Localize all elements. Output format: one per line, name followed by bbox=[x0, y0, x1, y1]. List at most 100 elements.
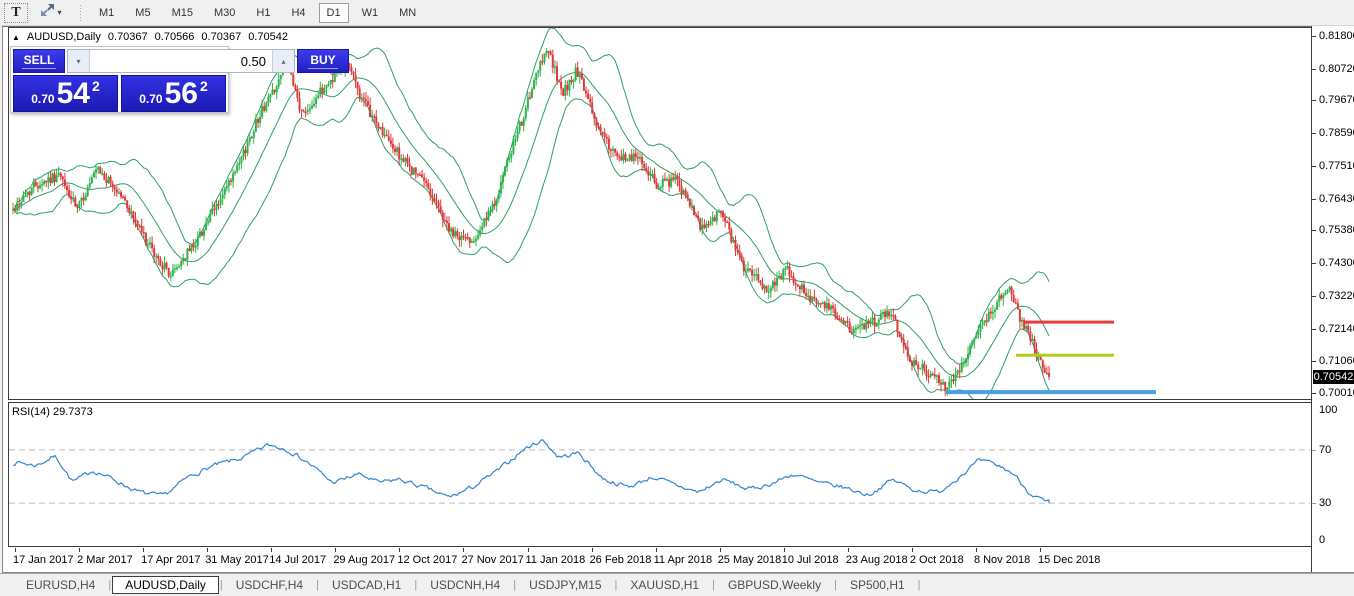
rsi-tick-mark bbox=[1312, 449, 1316, 451]
volume-input[interactable] bbox=[90, 50, 272, 72]
buy-button[interactable]: BUY bbox=[297, 49, 349, 73]
date-axis[interactable]: 17 Jan 2017 2 Mar 2017 17 Apr 2017 31 May 2… bbox=[8, 548, 1311, 572]
chart-tab-gbpusd-weekly[interactable]: GBPUSD,Weekly bbox=[727, 578, 822, 592]
ohlc-high: 0.70566 bbox=[154, 31, 195, 43]
volume-increase-button[interactable]: ▴ bbox=[272, 50, 294, 72]
buy-button-label: BUY bbox=[308, 53, 338, 69]
date-tick-mark bbox=[975, 548, 977, 552]
tab-separator: | bbox=[834, 579, 837, 591]
sell-price-sup: 2 bbox=[91, 78, 100, 94]
date-label: 12 Oct 2017 bbox=[397, 554, 458, 566]
rsi-canvas bbox=[9, 439, 1310, 504]
text-tool-button[interactable]: T bbox=[4, 2, 28, 23]
price-tick-mark bbox=[1312, 36, 1316, 37]
price-tick-mark bbox=[1312, 295, 1316, 297]
date-tick-mark bbox=[591, 548, 593, 552]
timeframe-button-m15[interactable]: M15 bbox=[171, 6, 193, 19]
price-tick-mark bbox=[1312, 133, 1316, 135]
chart-tab-eurusd-h4[interactable]: EURUSD,H4 bbox=[26, 578, 96, 592]
sell-price-display[interactable]: 0.70 54 2 bbox=[13, 75, 118, 112]
tab-separator: | bbox=[219, 579, 223, 591]
rsi-tick-label: 100 bbox=[1319, 404, 1338, 416]
timeframe-button-h4[interactable]: H4 bbox=[291, 6, 306, 19]
date-label: 10 Jul 2018 bbox=[781, 554, 839, 566]
date-label: 17 Apr 2017 bbox=[141, 554, 201, 566]
current-price-tag: 0.70542 bbox=[1313, 369, 1354, 384]
top-toolbar: T ▾ M1 M5 M15 M30 H1 H4 D1 W1 MN bbox=[0, 0, 1354, 26]
volume-stepper: ▾ ▴ bbox=[67, 49, 295, 73]
ohlc-close: 0.70542 bbox=[248, 31, 288, 43]
sell-button-label: SELL bbox=[21, 53, 57, 69]
toolbar-grip[interactable] bbox=[78, 4, 83, 21]
date-tick-mark bbox=[335, 548, 337, 552]
price-tick-mark bbox=[1312, 68, 1316, 70]
support-line[interactable] bbox=[946, 390, 1156, 395]
chart-tab-usdjpy-m15[interactable]: USDJPY,M15 bbox=[529, 578, 602, 592]
sell-button[interactable]: SELL bbox=[13, 49, 65, 73]
resistance-line[interactable] bbox=[1024, 320, 1114, 324]
date-label: 29 Aug 2017 bbox=[333, 554, 396, 566]
date-tick-mark bbox=[15, 548, 16, 552]
buy-price-big: 56 bbox=[164, 76, 198, 110]
tab-separator: | bbox=[316, 579, 319, 591]
date-label: 15 Dec 2018 bbox=[1038, 554, 1101, 566]
mid-level-line[interactable] bbox=[1016, 353, 1114, 357]
tab-separator: | bbox=[513, 579, 517, 591]
tab-separator: | bbox=[614, 579, 618, 591]
dropdown-caret-icon[interactable]: ▾ bbox=[57, 8, 62, 17]
timeframe-button-w1[interactable]: W1 bbox=[361, 6, 379, 19]
timeframe-button-m5[interactable]: M5 bbox=[135, 6, 151, 19]
rsi-tick-label: 70 bbox=[1319, 443, 1332, 456]
rsi-tick-mark bbox=[1312, 503, 1316, 505]
date-label: 8 Nov 2018 bbox=[973, 554, 1031, 566]
buy-price-display[interactable]: 0.70 56 2 bbox=[121, 75, 226, 112]
date-tick-mark bbox=[847, 548, 849, 552]
price-tick-mark bbox=[1312, 100, 1316, 102]
date-tick-mark bbox=[783, 548, 785, 552]
tab-separator: | bbox=[414, 579, 418, 591]
chart-tab-usdcad-h1[interactable]: USDCAD,H1 bbox=[331, 578, 402, 592]
date-label: 11 Jan 2018 bbox=[525, 554, 586, 566]
date-label: 17 Jan 2017 bbox=[13, 554, 74, 566]
timeframe-button-m1[interactable]: M1 bbox=[99, 6, 115, 19]
collapse-triangle-icon[interactable]: ▲ bbox=[12, 32, 20, 42]
date-label: 11 Apr 2018 bbox=[653, 554, 713, 566]
buy-price-base: 0.70 bbox=[139, 92, 163, 106]
date-tick-mark bbox=[655, 548, 657, 552]
chart-tab-audusd-daily[interactable]: AUDUSD,Daily bbox=[112, 576, 219, 594]
chart-tab-xauusd-h1[interactable]: XAUUSD,H1 bbox=[630, 578, 700, 592]
chart-tab-bar: EURUSD,H4 | AUDUSD,Daily | USDCHF,H4 | USDCAD,… bbox=[0, 573, 1354, 596]
price-tick-mark bbox=[1312, 165, 1316, 167]
date-tick-mark bbox=[911, 548, 913, 552]
rsi-line bbox=[13, 439, 1050, 504]
rsi-indicator-plot[interactable] bbox=[8, 402, 1311, 547]
date-tick-mark bbox=[399, 548, 401, 552]
date-tick-mark bbox=[463, 548, 465, 552]
chart-title-bar: ▲ AUDUSD,Daily 0.70367 0.70566 0.70367 0… bbox=[12, 31, 288, 43]
sell-price-base: 0.70 bbox=[31, 92, 55, 106]
chart-tab-usdchf-h4[interactable]: USDCHF,H4 bbox=[235, 578, 304, 592]
date-label: 14 Jul 2017 bbox=[269, 554, 327, 566]
price-tick-mark bbox=[1312, 230, 1316, 232]
volume-decrease-button[interactable]: ▾ bbox=[68, 50, 90, 72]
timeframe-button-d1[interactable]: D1 bbox=[318, 2, 349, 23]
timeframe-button-mn[interactable]: MN bbox=[399, 6, 417, 19]
date-label: 31 May 2017 bbox=[205, 554, 269, 566]
tab-separator: | bbox=[108, 579, 112, 591]
chart-tab-usdcnh-h4[interactable]: USDCNH,H4 bbox=[430, 578, 501, 592]
date-tick-mark bbox=[143, 548, 145, 552]
arrows-tool-button[interactable]: ▾ bbox=[34, 3, 68, 23]
chart-tab-sp500-h1[interactable]: SP500,H1 bbox=[849, 578, 905, 592]
timeframe-button-m30[interactable]: M30 bbox=[213, 6, 236, 19]
timeframe-button-h1[interactable]: H1 bbox=[256, 6, 271, 19]
